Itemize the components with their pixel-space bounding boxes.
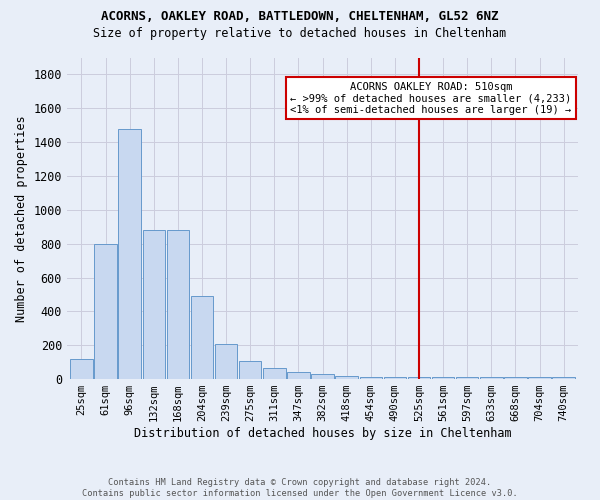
Bar	[191, 296, 213, 379]
Text: Size of property relative to detached houses in Cheltenham: Size of property relative to detached ho…	[94, 28, 506, 40]
Bar	[143, 230, 165, 379]
Text: ACORNS OAKLEY ROAD: 510sqm
← >99% of detached houses are smaller (4,233)
<1% of : ACORNS OAKLEY ROAD: 510sqm ← >99% of det…	[290, 82, 572, 114]
Bar	[408, 376, 430, 379]
Text: Contains HM Land Registry data © Crown copyright and database right 2024.
Contai: Contains HM Land Registry data © Crown c…	[82, 478, 518, 498]
Bar	[70, 359, 92, 379]
Bar	[456, 378, 478, 379]
Bar	[239, 362, 262, 379]
Bar	[287, 372, 310, 379]
Text: ACORNS, OAKLEY ROAD, BATTLEDOWN, CHELTENHAM, GL52 6NZ: ACORNS, OAKLEY ROAD, BATTLEDOWN, CHELTEN…	[101, 10, 499, 23]
Bar	[118, 128, 141, 379]
Bar	[432, 378, 454, 379]
Bar	[383, 378, 406, 379]
Bar	[480, 378, 503, 379]
Bar	[553, 376, 575, 379]
Bar	[335, 376, 358, 379]
X-axis label: Distribution of detached houses by size in Cheltenham: Distribution of detached houses by size …	[134, 427, 511, 440]
Bar	[359, 378, 382, 379]
Bar	[311, 374, 334, 379]
Bar	[504, 378, 527, 379]
Y-axis label: Number of detached properties: Number of detached properties	[15, 115, 28, 322]
Bar	[167, 230, 189, 379]
Bar	[529, 378, 551, 379]
Bar	[94, 244, 117, 379]
Bar	[215, 344, 237, 379]
Bar	[263, 368, 286, 379]
